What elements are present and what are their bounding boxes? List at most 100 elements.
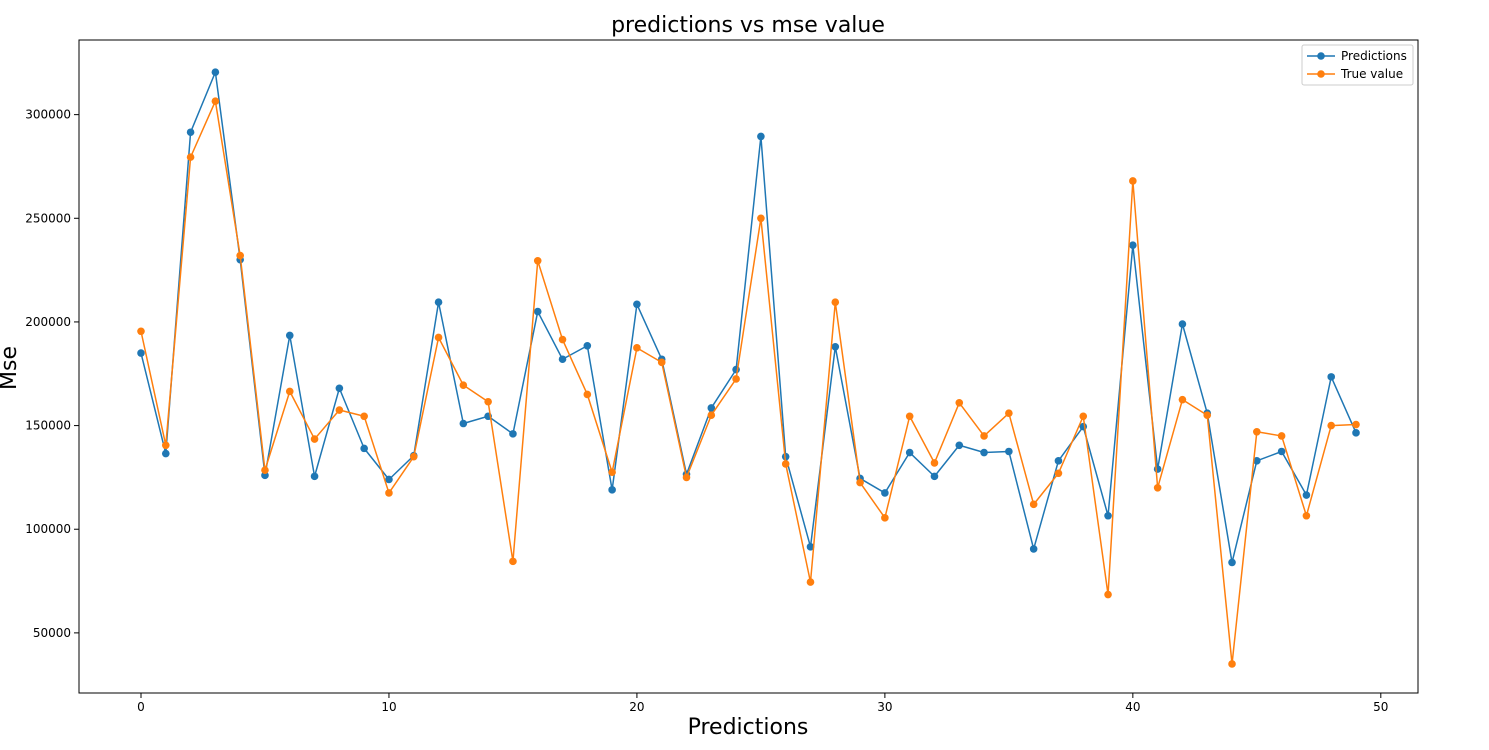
data-point bbox=[137, 349, 145, 357]
data-point bbox=[1228, 660, 1236, 668]
data-point bbox=[905, 448, 914, 457]
data-point bbox=[409, 452, 418, 461]
data-point bbox=[1302, 511, 1311, 520]
y-tick-label: 100000 bbox=[25, 522, 71, 536]
x-tick-label: 40 bbox=[1125, 700, 1140, 714]
data-point bbox=[1005, 409, 1013, 417]
data-point bbox=[1079, 412, 1088, 421]
data-point bbox=[1203, 411, 1212, 420]
data-point bbox=[1005, 447, 1013, 456]
series-line bbox=[140, 100, 1357, 665]
data-point bbox=[905, 412, 914, 421]
data-point bbox=[1327, 373, 1336, 381]
data-point bbox=[955, 441, 964, 450]
data-point bbox=[1253, 428, 1261, 436]
y-tick-label: 150000 bbox=[25, 419, 71, 433]
data-point bbox=[186, 153, 195, 161]
data-point bbox=[1104, 511, 1112, 520]
data-point bbox=[1277, 447, 1286, 456]
data-point bbox=[633, 344, 641, 352]
data-point bbox=[930, 472, 939, 481]
data-point bbox=[1029, 500, 1038, 509]
legend-label: Predictions bbox=[1341, 49, 1407, 63]
x-tick-label: 0 bbox=[137, 700, 145, 714]
data-point bbox=[1104, 590, 1112, 599]
data-point bbox=[930, 459, 939, 467]
data-point bbox=[856, 478, 864, 487]
data-point bbox=[1153, 483, 1162, 492]
data-point bbox=[459, 419, 468, 428]
y-tick-label: 300000 bbox=[25, 108, 71, 122]
data-point bbox=[682, 473, 691, 482]
y-tick-label: 250000 bbox=[25, 211, 71, 225]
plot-area bbox=[78, 39, 1419, 694]
data-point bbox=[1228, 558, 1236, 567]
data-point bbox=[1153, 465, 1162, 473]
data-point bbox=[509, 557, 517, 566]
data-point bbox=[533, 256, 542, 265]
data-point bbox=[806, 543, 815, 551]
data-point bbox=[360, 444, 368, 453]
data-point bbox=[1029, 545, 1038, 553]
data-point bbox=[732, 365, 740, 374]
data-point bbox=[385, 489, 393, 497]
legend-label: True value bbox=[1340, 67, 1403, 81]
x-tick-label: 50 bbox=[1373, 700, 1388, 714]
data-point bbox=[186, 128, 195, 137]
data-point bbox=[1327, 421, 1336, 430]
x-tick-label: 20 bbox=[629, 700, 644, 714]
data-point bbox=[335, 384, 344, 393]
data-point bbox=[509, 430, 517, 438]
data-point bbox=[1054, 469, 1063, 478]
series-layer bbox=[137, 68, 1360, 668]
data-point bbox=[608, 486, 616, 494]
data-point bbox=[360, 412, 368, 421]
x-tick-label: 30 bbox=[877, 700, 892, 714]
y-tick-label: 200000 bbox=[25, 315, 71, 329]
data-point bbox=[434, 333, 443, 342]
data-point bbox=[781, 460, 790, 468]
data-point bbox=[583, 341, 592, 350]
legend-marker bbox=[1317, 70, 1325, 78]
data-point bbox=[757, 132, 765, 141]
data-point bbox=[285, 387, 294, 396]
x-tick-label: 10 bbox=[381, 700, 396, 714]
data-point bbox=[385, 475, 393, 484]
data-point bbox=[1302, 491, 1311, 499]
x-axis-label: Predictions bbox=[688, 715, 809, 740]
data-point bbox=[310, 435, 319, 443]
data-point bbox=[161, 449, 170, 458]
data-point bbox=[285, 331, 294, 340]
data-point bbox=[1352, 429, 1360, 437]
data-point bbox=[707, 411, 716, 420]
data-point bbox=[484, 397, 492, 406]
data-point bbox=[980, 432, 988, 440]
data-point bbox=[831, 298, 840, 307]
data-point bbox=[1129, 177, 1137, 185]
data-point bbox=[980, 448, 988, 457]
data-point bbox=[1129, 241, 1137, 250]
data-point bbox=[881, 489, 889, 497]
x-axis: 0 10 20 30 40 50 bbox=[137, 693, 1388, 714]
legend-box bbox=[1301, 44, 1414, 86]
data-point bbox=[1277, 432, 1286, 440]
data-point bbox=[1178, 320, 1187, 328]
data-point bbox=[806, 578, 815, 586]
series-true-value bbox=[137, 97, 1360, 668]
data-point bbox=[434, 298, 443, 307]
data-point bbox=[732, 375, 740, 383]
data-point bbox=[633, 300, 641, 309]
y-axis: 50000 100000 150000 200000 250000 300000 bbox=[25, 108, 79, 640]
data-point bbox=[533, 307, 542, 316]
data-point bbox=[137, 327, 145, 336]
legend: Predictions True value bbox=[1301, 44, 1414, 86]
data-point bbox=[459, 381, 468, 389]
data-point bbox=[881, 514, 889, 522]
y-tick-label: 50000 bbox=[33, 626, 71, 640]
data-point bbox=[236, 251, 244, 260]
data-point bbox=[261, 466, 269, 474]
data-point bbox=[335, 406, 344, 414]
data-point bbox=[310, 472, 319, 481]
data-point bbox=[558, 335, 567, 344]
